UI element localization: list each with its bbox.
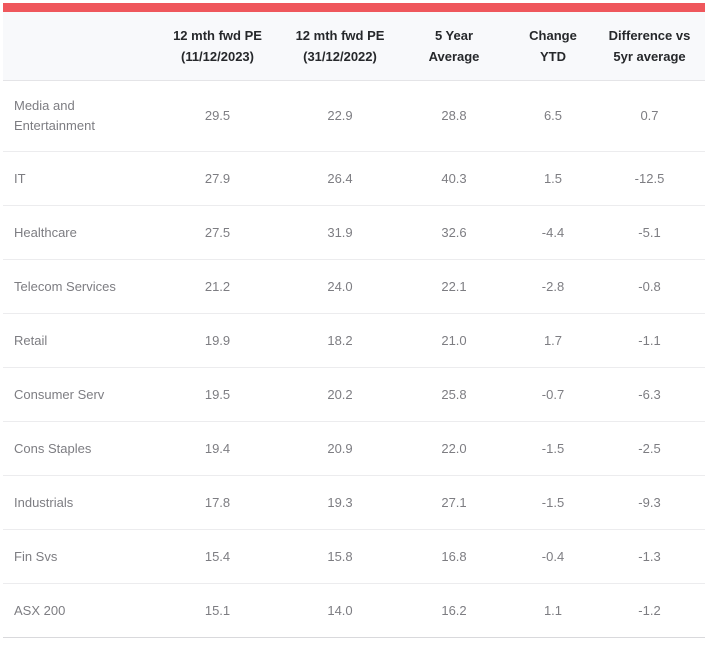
cell-change-ytd: -0.4 [541, 548, 565, 564]
table-row-retail: Retail 19.9 18.2 21.0 1.7 -1.1 [3, 314, 705, 368]
cell-fwd-pe-2023: 15.1 [204, 602, 231, 618]
row-label: Telecom Services [14, 278, 116, 294]
cell-fwd-pe-2022: 20.9 [327, 440, 353, 456]
header-line: 5yr average [613, 49, 686, 64]
row-label: Industrials [14, 494, 74, 510]
cell-diff-vs-5yr: -9.3 [638, 494, 661, 510]
cell-diff-vs-5yr: -0.8 [638, 278, 661, 294]
header-line: 5 Year [434, 28, 474, 43]
pe-table: 12 mth fwd PE (11/12/2023) 12 mth fwd PE… [3, 12, 705, 638]
header-cell-fwd-pe-2023: 12 mth fwd PE (11/12/2023) [151, 10, 284, 82]
header-cell-fwd-pe-2022: 12 mth fwd PE (31/12/2022) [284, 10, 396, 82]
cell-diff-vs-5yr: -6.3 [638, 386, 661, 402]
cell-fwd-pe-2023: 19.4 [204, 440, 231, 456]
cell-change-ytd: -4.4 [541, 224, 565, 240]
cell-5yr-average: 16.8 [441, 548, 467, 564]
cell-fwd-pe-2023: 29.5 [204, 108, 231, 123]
cell-change-ytd: 1.1 [543, 602, 563, 618]
cell-diff-vs-5yr: -12.5 [634, 170, 665, 186]
header-line: Average [428, 49, 480, 64]
header-line: Change [529, 28, 577, 43]
row-label: Retail [14, 332, 48, 348]
header-line: (11/12/2023) [180, 49, 254, 64]
header-cell-sector [3, 31, 151, 61]
cell-fwd-pe-2022: 24.0 [327, 278, 353, 294]
row-label: Fin Svs [14, 548, 58, 564]
cell-diff-vs-5yr: -1.2 [638, 602, 661, 618]
table-row-healthcare: Healthcare 27.5 31.9 32.6 -4.4 -5.1 [3, 206, 705, 260]
cell-fwd-pe-2022: 22.9 [327, 108, 353, 123]
cell-change-ytd: -2.8 [541, 278, 565, 294]
header-line: Difference vs [608, 28, 691, 43]
table-row-asx-200: ASX 200 15.1 14.0 16.2 1.1 -1.2 [3, 584, 705, 638]
cell-5yr-average: 16.2 [441, 602, 467, 618]
cell-fwd-pe-2023: 17.8 [204, 494, 231, 510]
cell-fwd-pe-2023: 19.9 [204, 332, 231, 348]
cell-change-ytd: 1.5 [543, 170, 563, 186]
row-label: Healthcare [14, 224, 77, 240]
cell-fwd-pe-2022: 14.0 [327, 602, 353, 618]
row-label: Media and Entertainment [14, 98, 95, 133]
cell-5yr-average: 21.0 [441, 332, 467, 348]
table-row-fin-svs: Fin Svs 15.4 15.8 16.8 -0.4 -1.3 [3, 530, 705, 584]
header-cell-5yr-average: 5 Year Average [396, 10, 512, 82]
cell-change-ytd: 1.7 [543, 332, 563, 348]
accent-bar [3, 3, 705, 12]
cell-fwd-pe-2023: 27.5 [204, 224, 231, 240]
table-row-consumer-serv: Consumer Serv 19.5 20.2 25.8 -0.7 -6.3 [3, 368, 705, 422]
cell-diff-vs-5yr: -1.1 [638, 332, 661, 348]
header-cell-diff-vs-5yr: Difference vs 5yr average [594, 10, 705, 82]
cell-fwd-pe-2022: 15.8 [327, 548, 353, 564]
header-line: YTD [540, 49, 566, 64]
cell-fwd-pe-2023: 21.2 [204, 278, 231, 294]
header-line: (31/12/2022) [303, 49, 377, 64]
table-header: 12 mth fwd PE (11/12/2023) 12 mth fwd PE… [3, 12, 705, 81]
table-row-industrials: Industrials 17.8 19.3 27.1 -1.5 -9.3 [3, 476, 705, 530]
row-label: Cons Staples [14, 440, 92, 456]
header-line: 12 mth fwd PE [173, 28, 262, 43]
cell-fwd-pe-2022: 20.2 [327, 386, 353, 402]
cell-5yr-average: 32.6 [441, 224, 467, 240]
cell-5yr-average: 27.1 [441, 494, 467, 510]
cell-5yr-average: 25.8 [441, 386, 467, 402]
cell-diff-vs-5yr: -2.5 [638, 440, 661, 456]
cell-change-ytd: -0.7 [541, 386, 565, 402]
row-label: ASX 200 [14, 602, 66, 618]
cell-change-ytd: -1.5 [541, 440, 565, 456]
cell-diff-vs-5yr: -5.1 [638, 224, 661, 240]
cell-fwd-pe-2022: 18.2 [327, 332, 353, 348]
header-line: 12 mth fwd PE [295, 28, 385, 43]
cell-fwd-pe-2022: 19.3 [327, 494, 353, 510]
cell-5yr-average: 22.1 [441, 278, 467, 294]
cell-5yr-average: 22.0 [441, 440, 467, 456]
cell-change-ytd: -1.5 [541, 494, 565, 510]
table-row-it: IT 27.9 26.4 40.3 1.5 -12.5 [3, 152, 705, 206]
header-cell-change-ytd: Change YTD [512, 10, 594, 82]
cell-diff-vs-5yr: 0.7 [640, 108, 659, 123]
row-label: IT [14, 170, 26, 186]
table-row-media-entertainment: Media and Entertainment 29.5 22.9 28.8 6… [3, 81, 705, 152]
cell-5yr-average: 40.3 [441, 170, 467, 186]
cell-diff-vs-5yr: -1.3 [638, 548, 661, 564]
cell-5yr-average: 28.8 [441, 108, 467, 123]
cell-fwd-pe-2023: 19.5 [204, 386, 231, 402]
table-row-cons-staples: Cons Staples 19.4 20.9 22.0 -1.5 -2.5 [3, 422, 705, 476]
cell-fwd-pe-2022: 26.4 [327, 170, 353, 186]
cell-fwd-pe-2022: 31.9 [327, 224, 353, 240]
cell-fwd-pe-2023: 27.9 [204, 170, 231, 186]
cell-change-ytd: 6.5 [543, 108, 563, 123]
table-row-telecom-services: Telecom Services 21.2 24.0 22.1 -2.8 -0.… [3, 260, 705, 314]
cell-fwd-pe-2023: 15.4 [204, 548, 231, 564]
row-label: Consumer Serv [14, 386, 105, 402]
